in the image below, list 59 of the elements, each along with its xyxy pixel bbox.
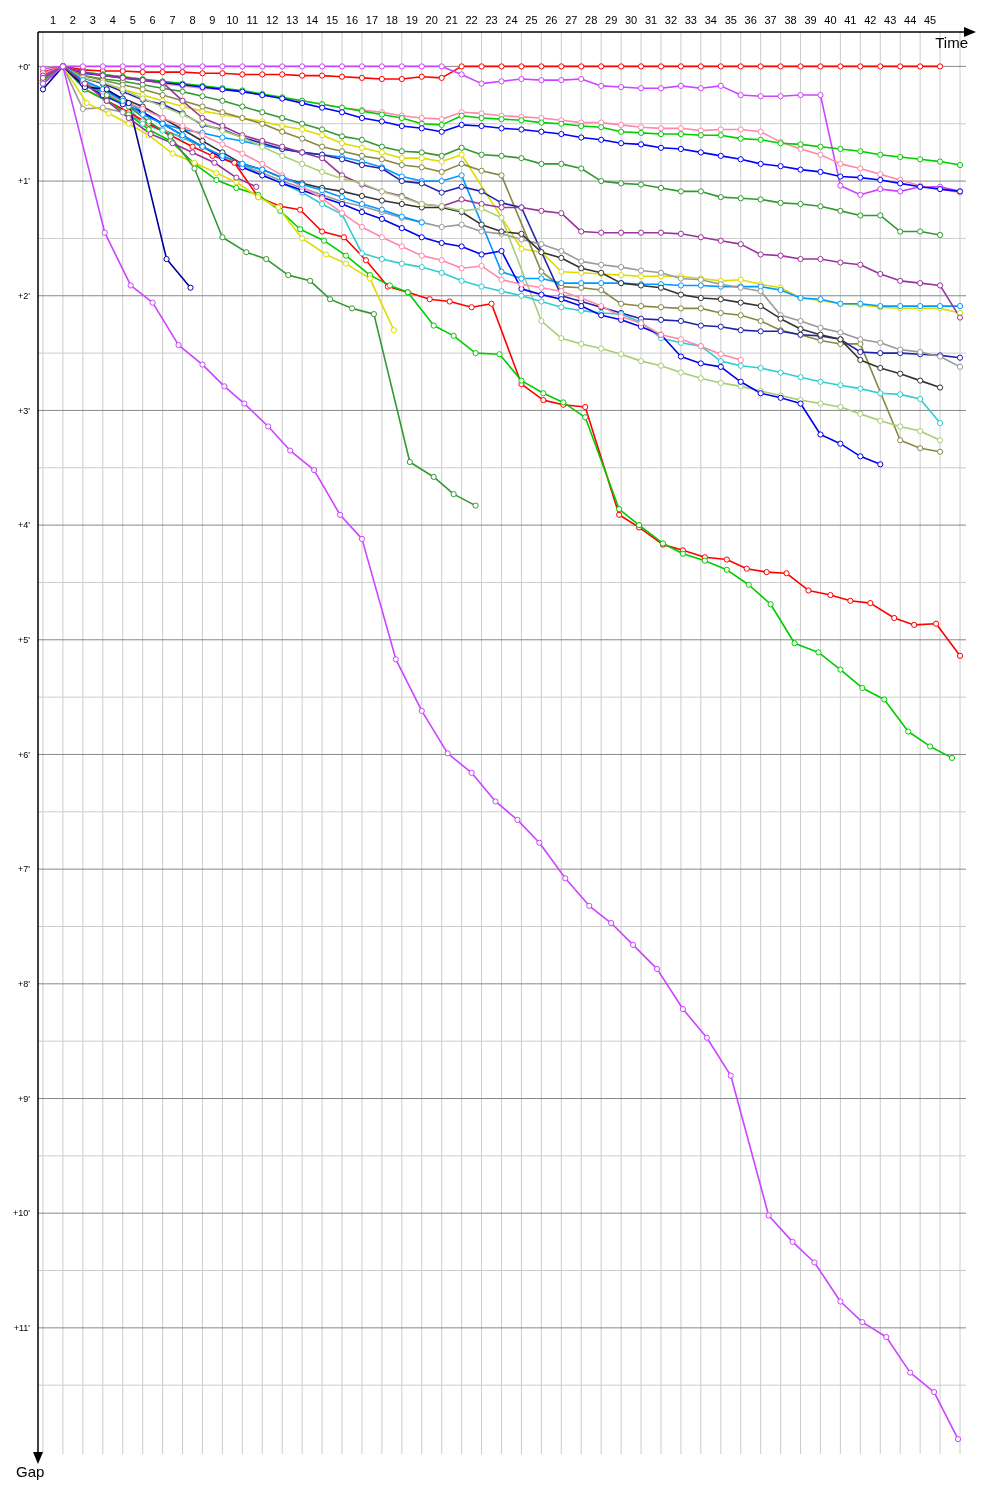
x-tick-label: 45 — [923, 14, 937, 26]
x-tick-label: 5 — [129, 14, 136, 26]
x-tick-label: 28 — [585, 14, 598, 26]
x-tick-label: 14 — [305, 14, 319, 26]
x-tick-label: 15 — [325, 14, 339, 26]
x-tick-label: 30 — [624, 14, 638, 26]
x-tick-label: 27 — [565, 14, 578, 26]
y-tick-label: +11' — [13, 1323, 31, 1334]
y-tick-label: +7' — [18, 864, 31, 875]
x-tick-label: 41 — [844, 14, 857, 26]
x-tick-label: 25 — [525, 14, 538, 26]
y-tick-label: +8' — [18, 979, 31, 990]
y-tick-label: +4' — [18, 520, 31, 531]
x-tick-label: 33 — [684, 14, 698, 26]
x-tick-label: 23 — [485, 14, 498, 26]
x-tick-label: 32 — [664, 14, 678, 26]
x-tick-label: 11 — [246, 14, 259, 26]
y-axis-title: Gap — [16, 1463, 45, 1480]
x-tick-label: 10 — [226, 14, 239, 26]
y-tick-label: +2' — [18, 290, 31, 301]
x-tick-label: 22 — [465, 14, 478, 26]
x-tick-label: 44 — [904, 14, 917, 26]
x-tick-label: 37 — [764, 14, 777, 26]
x-tick-label: 36 — [744, 14, 757, 26]
x-tick-label: 34 — [704, 14, 717, 26]
x-tick-label: 3 — [89, 14, 96, 26]
x-tick-label: 20 — [425, 14, 438, 26]
x-tick-label: 31 — [644, 14, 658, 26]
x-tick-label: 1 — [49, 14, 57, 26]
x-tick-label: 43 — [884, 14, 897, 26]
x-tick-label: 16 — [345, 14, 359, 26]
x-tick-label: 19 — [405, 14, 418, 26]
y-tick-label: +6' — [18, 749, 31, 760]
x-tick-label: 4 — [109, 14, 116, 26]
x-axis-title: Time — [935, 34, 968, 51]
x-tick-label: 12 — [266, 14, 279, 26]
x-tick-label: 13 — [286, 14, 299, 26]
x-tick-label: 9 — [209, 14, 216, 26]
y-tick-label: +5' — [18, 634, 31, 645]
x-tick-label: 8 — [189, 14, 196, 26]
x-tick-label: 17 — [365, 14, 379, 26]
y-tick-label: +3' — [18, 405, 31, 416]
x-tick-label: 38 — [784, 14, 797, 26]
x-tick-label: 26 — [545, 14, 558, 26]
x-tick-label: 39 — [804, 14, 817, 26]
y-tick-label: +10' — [13, 1208, 31, 1219]
x-tick-label: 18 — [385, 14, 398, 26]
y-tick-label: +0' — [18, 61, 31, 72]
y-tick-label: +9' — [18, 1093, 31, 1104]
x-tick-label: 7 — [169, 14, 176, 26]
x-tick-label: 24 — [505, 14, 518, 26]
x-tick-label: 42 — [864, 14, 877, 26]
x-tick-label: 6 — [149, 14, 156, 26]
x-tick-label: 29 — [605, 14, 618, 26]
x-tick-label: 40 — [824, 14, 837, 26]
x-tick-label: 35 — [724, 14, 737, 26]
y-tick-label: +1' — [18, 176, 31, 187]
x-tick-label: 2 — [69, 14, 76, 26]
x-tick-label: 21 — [445, 14, 458, 26]
